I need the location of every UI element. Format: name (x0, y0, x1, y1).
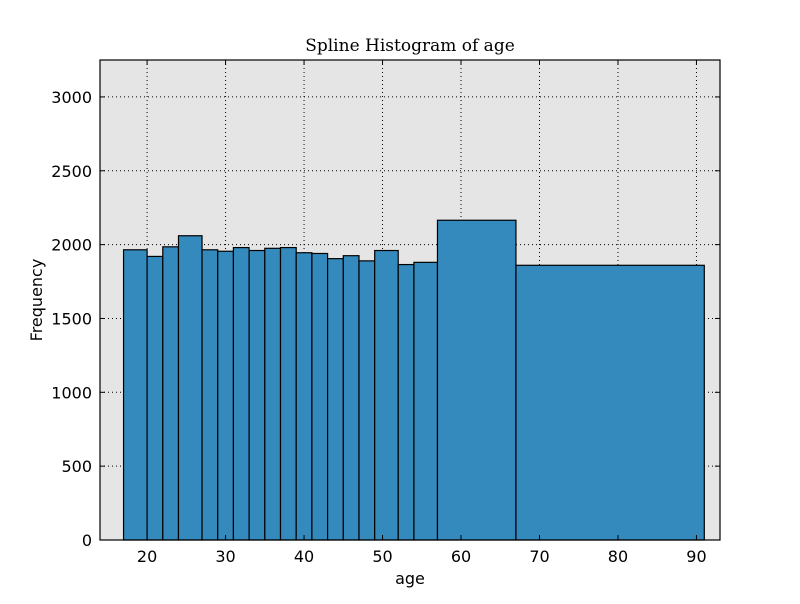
histogram-bar (162, 246, 180, 541)
axis-ticks (100, 60, 720, 541)
histogram-bar (248, 249, 266, 541)
histogram-bar (374, 249, 399, 541)
histogram-bar (232, 246, 250, 541)
plot-frame (99, 59, 721, 541)
y-tick-label: 2500 (51, 162, 92, 181)
x-tick-label: 80 (608, 547, 628, 566)
x-tick-label: 30 (215, 547, 235, 566)
histogram-bar (413, 261, 439, 541)
x-tick-label: 20 (137, 547, 157, 566)
histogram-bar (279, 246, 297, 541)
y-tick-label: 1500 (51, 309, 92, 328)
x-tick-label: 60 (451, 547, 471, 566)
histogram-bar (264, 247, 282, 541)
histogram-bar (358, 260, 376, 541)
x-tick-label: 50 (372, 547, 392, 566)
tick-labels: 20 30 40 50 60 70 80 90 0 500 1000 1500 2000 2500 3000 (51, 88, 706, 566)
histogram-bar (122, 249, 148, 541)
histogram-bar (326, 258, 344, 541)
histogram-bar (436, 219, 517, 541)
y-axis-label: Frequency (27, 259, 46, 342)
histogram-bar (217, 250, 235, 541)
histogram-bar (397, 263, 415, 541)
histogram-bar (146, 255, 164, 541)
y-tick-label: 3000 (51, 88, 92, 107)
histogram-bars (122, 219, 705, 541)
x-tick-label: 40 (294, 547, 314, 566)
x-tick-label: 90 (686, 547, 706, 566)
y-tick-label: 500 (61, 457, 92, 476)
histogram-bar (201, 249, 219, 541)
y-tick-label: 0 (82, 531, 92, 550)
y-tick-label: 1000 (51, 383, 92, 402)
y-tick-label: 2000 (51, 236, 92, 255)
chart-title: Spline Histogram of age (305, 36, 515, 56)
x-tick-label: 70 (529, 547, 549, 566)
histogram-bar (311, 252, 329, 541)
x-axis-label: age (395, 569, 425, 588)
histogram-bar (515, 264, 705, 541)
histogram-bar (342, 255, 360, 541)
histogram-bar (177, 235, 203, 541)
histogram-bar (295, 252, 313, 541)
